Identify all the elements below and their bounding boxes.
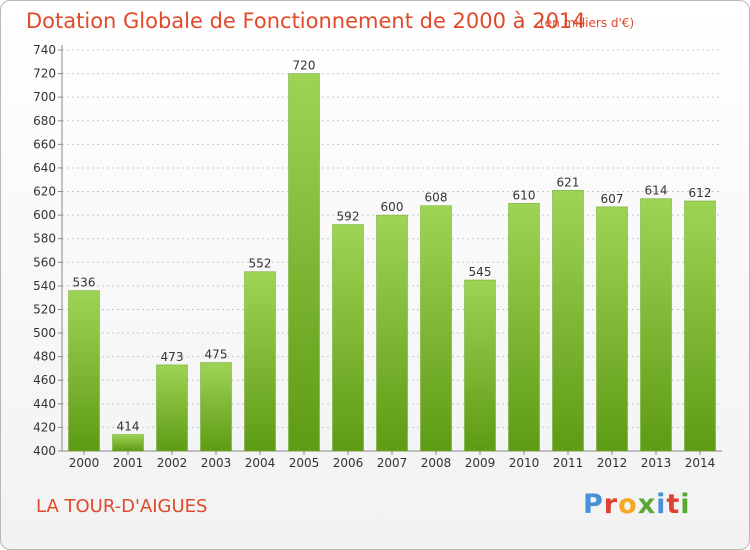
bar-2001 bbox=[112, 434, 144, 452]
x-tick-label-2006: 2006 bbox=[333, 456, 364, 470]
bar-2013 bbox=[640, 198, 672, 452]
y-tick-label: 460 bbox=[33, 373, 56, 387]
bar-2007 bbox=[376, 214, 408, 452]
x-tick-label-2003: 2003 bbox=[201, 456, 232, 470]
x-tick-label-2014: 2014 bbox=[685, 456, 716, 470]
y-tick-label: 680 bbox=[33, 114, 56, 128]
bar-2006 bbox=[332, 224, 364, 452]
y-tick-label: 620 bbox=[33, 185, 56, 199]
logo-letter: P bbox=[583, 489, 604, 520]
y-tick-label: 580 bbox=[33, 232, 56, 246]
y-tick-label: 720 bbox=[33, 67, 56, 81]
x-tick-label-2008: 2008 bbox=[421, 456, 452, 470]
logo-letter: i bbox=[680, 489, 691, 520]
x-tick-label-2001: 2001 bbox=[113, 456, 144, 470]
y-tick-label: 420 bbox=[33, 420, 56, 434]
value-label-2001: 414 bbox=[117, 419, 140, 433]
bar-2004 bbox=[244, 271, 276, 452]
x-tick-label-2007: 2007 bbox=[377, 456, 408, 470]
x-tick-label-2002: 2002 bbox=[157, 456, 188, 470]
axes: 400 420 440 460 480 500 520 540 560 580 600 620 640 6… bbox=[33, 43, 722, 470]
bar-2005 bbox=[288, 73, 320, 452]
commune-name: LA TOUR-D'AIGUES bbox=[36, 496, 208, 517]
y-tick-label: 400 bbox=[33, 444, 56, 458]
bar-2002 bbox=[156, 364, 188, 452]
x-tick-label-2010: 2010 bbox=[509, 456, 540, 470]
logo-letter: x bbox=[637, 489, 657, 520]
value-label-2013: 614 bbox=[645, 184, 668, 198]
bar-2000 bbox=[68, 290, 100, 452]
x-tick-label-2009: 2009 bbox=[465, 456, 496, 470]
bar-2012 bbox=[596, 206, 628, 452]
y-tick-label: 440 bbox=[33, 397, 56, 411]
unit-label: (en milliers d'€) bbox=[540, 16, 635, 30]
value-label-2006: 592 bbox=[337, 210, 360, 224]
y-tick-label: 560 bbox=[33, 255, 56, 269]
bar-2008 bbox=[420, 205, 452, 452]
value-label-2008: 608 bbox=[425, 191, 448, 205]
x-tick-label-2005: 2005 bbox=[289, 456, 320, 470]
x-tick-label-2000: 2000 bbox=[69, 456, 100, 470]
logo-letter: i bbox=[656, 489, 667, 520]
value-label-2007: 600 bbox=[381, 200, 404, 214]
value-label-2014: 612 bbox=[689, 186, 712, 200]
x-tick-label-2012: 2012 bbox=[597, 456, 628, 470]
bar-2003 bbox=[200, 362, 232, 452]
value-label-2000: 536 bbox=[73, 276, 96, 290]
chart-title: Dotation Globale de Fonctionnement de 20… bbox=[26, 9, 586, 33]
proxiti-logo[interactable]: Proxiti bbox=[583, 489, 691, 520]
y-tick-label: 600 bbox=[33, 208, 56, 222]
logo-letter: t bbox=[666, 489, 681, 520]
y-tick-label: 740 bbox=[33, 43, 56, 57]
value-labels: 536 414 473 475 552 720 592 600 608 545 610 621 607 6… bbox=[73, 59, 712, 434]
bar-2010 bbox=[508, 203, 540, 452]
x-tick-label-2011: 2011 bbox=[553, 456, 584, 470]
x-tick-label-2013: 2013 bbox=[641, 456, 672, 470]
value-label-2011: 621 bbox=[557, 175, 580, 189]
value-label-2009: 545 bbox=[469, 265, 492, 279]
logo-letter: o bbox=[618, 489, 638, 520]
y-tick-label: 500 bbox=[33, 326, 56, 340]
value-label-2002: 473 bbox=[161, 350, 184, 364]
y-tick-label: 700 bbox=[33, 90, 56, 104]
bar-2014 bbox=[684, 200, 716, 452]
logo-letter: r bbox=[603, 489, 619, 520]
value-label-2010: 610 bbox=[513, 188, 536, 202]
bar-2011 bbox=[552, 190, 584, 452]
value-label-2012: 607 bbox=[601, 192, 624, 206]
x-tick-label-2004: 2004 bbox=[245, 456, 276, 470]
y-tick-label: 480 bbox=[33, 350, 56, 364]
value-label-2004: 552 bbox=[249, 257, 272, 271]
value-label-2005: 720 bbox=[293, 59, 316, 73]
bar-2009 bbox=[464, 279, 496, 452]
value-label-2003: 475 bbox=[205, 348, 228, 362]
y-tick-label: 520 bbox=[33, 302, 56, 316]
y-tick-label: 660 bbox=[33, 137, 56, 151]
y-tick-label: 540 bbox=[33, 279, 56, 293]
y-tick-label: 640 bbox=[33, 161, 56, 175]
bars bbox=[68, 73, 716, 452]
